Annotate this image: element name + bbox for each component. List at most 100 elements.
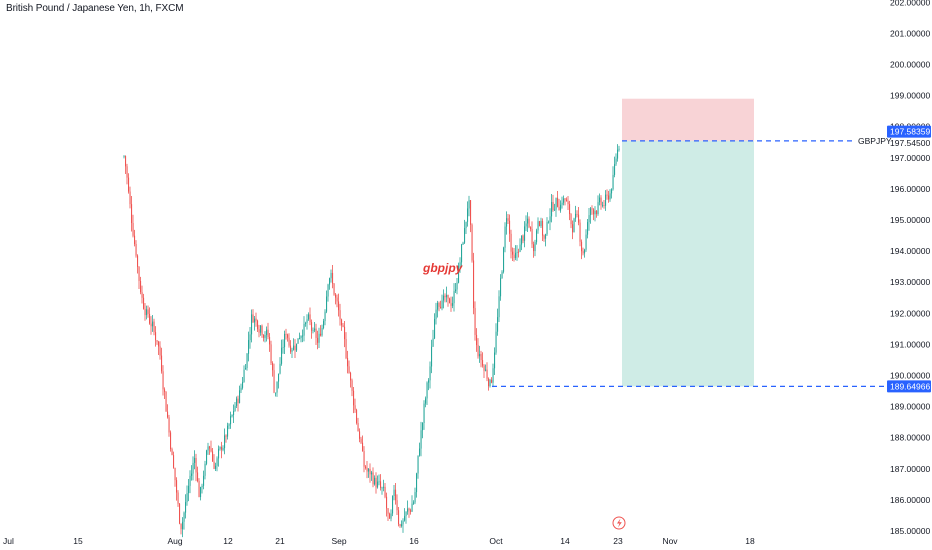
candle-body (470, 200, 472, 225)
candle-body (615, 158, 617, 165)
candle-body (158, 341, 160, 347)
candle-body (456, 282, 458, 290)
candle-body (566, 199, 568, 202)
candle-body (200, 487, 202, 498)
candle-body (593, 209, 595, 215)
candle-body (588, 215, 590, 223)
candle-body (432, 338, 434, 347)
chart-annotation-label[interactable]: gbpjpy (422, 261, 464, 275)
candle-body (246, 353, 248, 368)
candle-body (561, 202, 563, 205)
candle-body (446, 294, 448, 298)
current-price-badge[interactable] (887, 125, 931, 138)
candle-body (384, 486, 386, 497)
candle-body (443, 295, 445, 301)
candle-body (455, 289, 457, 292)
candle-body (404, 516, 406, 521)
candle-body (518, 251, 520, 253)
candle-body (549, 216, 551, 222)
candle-body (371, 472, 373, 475)
candle-body (602, 204, 604, 206)
candle-body (413, 502, 415, 504)
candle-body (537, 221, 539, 231)
candle-body (363, 451, 365, 467)
chart-title: British Pound / Japanese Yen, 1h, FXCM (6, 3, 184, 14)
candle-body (129, 191, 131, 205)
current-price-badge-label: 197.58359 (890, 127, 930, 137)
candle-body (224, 435, 226, 449)
take-profit-zone[interactable] (622, 140, 754, 387)
candle-body (462, 242, 464, 245)
time-tick-label: Aug (167, 536, 182, 546)
candle-body (563, 198, 565, 203)
time-axis[interactable]: Jul 15 Aug 12 21 Sep 16 Oct 14 23 Nov 18 (3, 536, 755, 546)
candle-body (275, 392, 277, 394)
time-tick-label: 18 (745, 536, 755, 546)
candle-body (500, 278, 502, 297)
candle-body (324, 311, 326, 322)
candle-body (240, 387, 242, 391)
candle-body (245, 367, 247, 370)
candle-body (594, 210, 596, 215)
candle-body (570, 214, 572, 225)
candle-body (264, 335, 266, 338)
target-price-badge[interactable] (887, 380, 931, 393)
lightning-icon[interactable] (612, 516, 626, 530)
stop-loss-zone[interactable] (622, 98, 754, 141)
candle-body (521, 235, 523, 245)
candle-body (552, 201, 554, 211)
candle-body (492, 368, 494, 383)
candle-body (272, 363, 274, 371)
candle-body (170, 432, 172, 450)
candle-body (423, 403, 425, 424)
candle-body (255, 318, 257, 321)
candle-body (608, 195, 610, 200)
time-tick-label: 23 (613, 536, 623, 546)
candle-body (510, 233, 512, 252)
candle-body (213, 461, 215, 469)
candle-body (507, 218, 509, 221)
candle-body (348, 366, 350, 373)
candle-body (495, 331, 497, 353)
candle-body (558, 206, 560, 211)
candle-body (366, 467, 368, 472)
candle-body (567, 201, 569, 205)
price-axis[interactable]: 185.00000 186.00000 187.00000 188.00000 189.… (890, 0, 930, 536)
candle-body (377, 481, 379, 488)
candle-body (144, 308, 146, 316)
candle-body (186, 493, 188, 503)
candle-body (177, 492, 179, 504)
candle-body (299, 337, 301, 339)
candle-body (353, 390, 355, 406)
candle-body (519, 244, 521, 253)
time-tick-label: Sep (331, 536, 346, 546)
candle-body (206, 450, 208, 464)
candle-body (251, 314, 253, 335)
candle-body (459, 262, 461, 266)
candle-body (263, 334, 265, 338)
candle-body (266, 329, 268, 336)
candle-body (179, 503, 181, 524)
candle-body (231, 415, 233, 417)
candle-body (527, 218, 529, 224)
candle-body (287, 334, 289, 338)
candle-body (378, 481, 380, 483)
candle-body (440, 306, 442, 309)
candle-body (480, 354, 482, 361)
time-tick-label: Nov (662, 536, 678, 546)
candle-body (318, 333, 320, 343)
candle-body (453, 291, 455, 304)
candle-body (461, 244, 463, 263)
candle-body (417, 455, 419, 474)
candle-body (233, 411, 235, 416)
candle-body (513, 254, 515, 259)
candle-body (173, 455, 175, 468)
candle-body (261, 325, 263, 335)
candle-body (248, 340, 250, 354)
candle-body (242, 381, 244, 388)
candle-body (147, 309, 149, 314)
candle-body (402, 520, 404, 525)
candle-body (320, 333, 322, 336)
candle-body (555, 197, 557, 210)
